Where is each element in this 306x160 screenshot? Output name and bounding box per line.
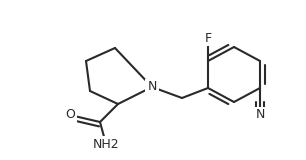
Text: F: F: [204, 32, 211, 44]
Text: N: N: [255, 108, 265, 121]
Text: O: O: [65, 108, 75, 121]
Text: N: N: [147, 80, 157, 93]
Text: NH2: NH2: [93, 137, 119, 151]
